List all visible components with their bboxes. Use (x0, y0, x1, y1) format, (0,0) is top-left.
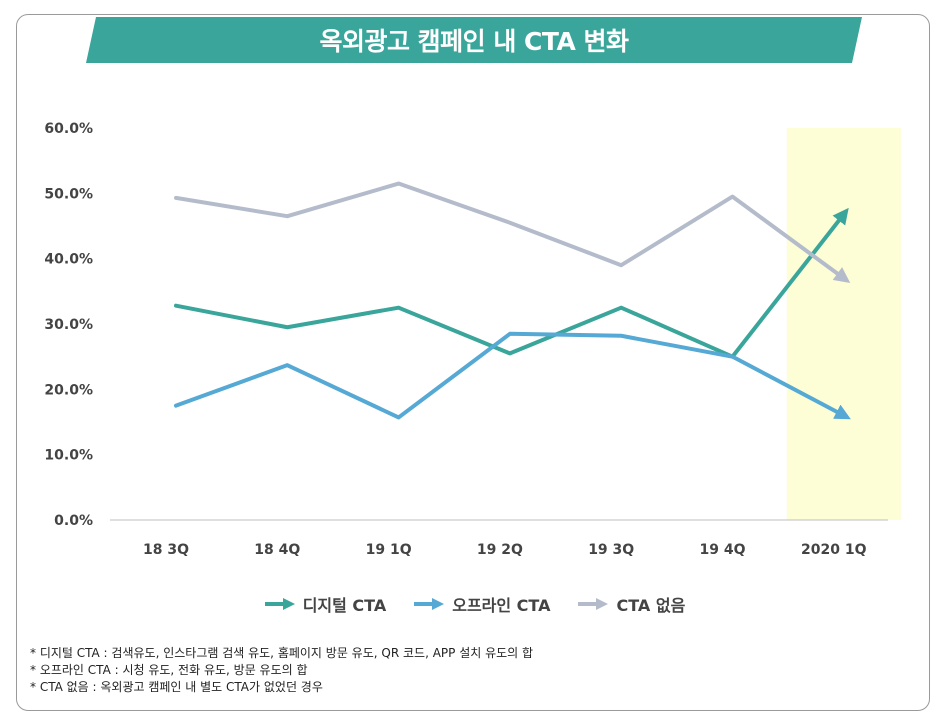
highlight-band (786, 128, 901, 520)
y-tick-label: 30.0% (44, 317, 93, 333)
data-point-none (731, 195, 734, 199)
data-point-none (619, 263, 623, 267)
x-tick-label: 19 4Q (700, 542, 746, 558)
title-banner (86, 17, 862, 63)
data-point-none (285, 214, 289, 218)
legend-item-offline: 오프라인 CTA (412, 592, 550, 616)
footnote-digital: * 디지털 CTA : 검색유도, 인스타그램 검색 유도, 홈페이지 방문 유… (30, 646, 534, 660)
chart-title: 옥외광고 캠페인 내 CTA 변화 (319, 27, 629, 56)
data-point-offline (619, 334, 623, 338)
legend-label: 오프라인 CTA (452, 596, 551, 615)
legend-swatch-offline (414, 598, 445, 610)
y-tick-label: 60.0% (44, 121, 93, 137)
footnotes: * 디지털 CTA : 검색유도, 인스타그램 검색 유도, 홈페이지 방문 유… (30, 645, 533, 696)
x-tick-label: 19 3Q (588, 542, 634, 558)
legend-label: 디지털 CTA (302, 596, 387, 615)
data-point-none (174, 196, 178, 200)
y-tick-label: 0.0% (54, 513, 93, 529)
y-tick-label: 20.0% (44, 382, 93, 398)
data-point-none (842, 276, 846, 280)
legend-item-none: CTA 없음 (576, 592, 685, 616)
x-tick-label: 19 2Q (477, 542, 523, 558)
data-point-digital (397, 306, 401, 310)
data-point-none (508, 221, 512, 225)
y-tick-label: 40.0% (44, 252, 93, 268)
y-tick-label: 10.0% (44, 448, 93, 464)
data-point-offline (842, 413, 846, 417)
data-point-digital (174, 304, 178, 308)
data-point-digital (619, 306, 623, 310)
y-tick-label: 50.0% (44, 186, 93, 202)
x-tick-label: 18 4Q (254, 542, 300, 558)
x-tick-label: 2020 1Q (801, 542, 867, 558)
data-point-offline (508, 332, 512, 336)
series-line-offline (174, 331, 851, 420)
data-point-none (397, 182, 401, 186)
x-tick-label: 19 1Q (366, 542, 412, 558)
legend-swatch-digital (264, 598, 295, 610)
data-point-digital (842, 212, 846, 216)
legend-item-digital: 디지털 CTA (263, 592, 387, 616)
series-line-none (174, 181, 851, 283)
data-point-digital (285, 325, 289, 329)
legend-label: CTA 없음 (616, 596, 686, 615)
data-point-offline (731, 355, 734, 359)
legend: 디지털 CTA 오프라인 CTA CTA 없음 (0, 590, 948, 618)
legend-swatch-none (578, 598, 609, 610)
data-point-offline (397, 415, 401, 419)
data-point-offline (174, 404, 178, 408)
data-point-offline (285, 363, 289, 367)
footnote-offline: * 오프라인 CTA : 시청 유도, 전화 유도, 방문 유도의 합 (30, 663, 308, 677)
data-point-digital (508, 351, 512, 355)
x-tick-label: 18 3Q (143, 542, 189, 558)
line-chart: 0.0% 10.0% 20.0% 30.0% 40.0% 50.0% 60.0% 18 3Q 1… (44, 121, 901, 558)
footnote-none: * CTA 없음 : 옥외광고 캠페인 내 별도 CTA가 없었던 경우 (30, 680, 323, 694)
